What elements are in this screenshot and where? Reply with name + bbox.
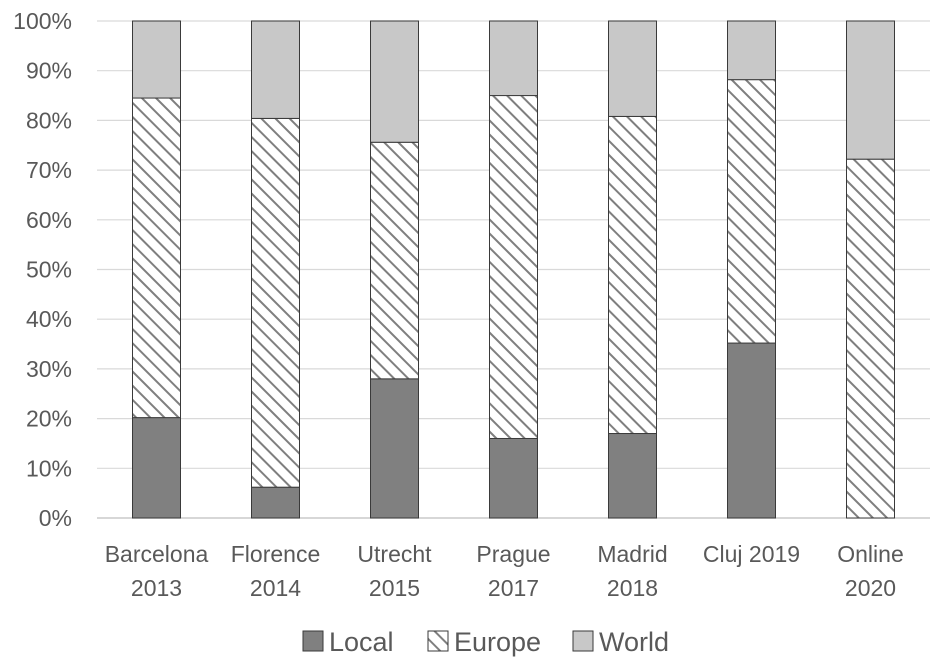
bar-segment-europe-5 [727, 79, 776, 344]
x-axis: Barcelona 2013 Florence 2014 Utrecht 2015 Prag… [105, 541, 904, 601]
legend-swatch-local [302, 630, 324, 652]
y-tick-label: 80% [26, 107, 72, 133]
x-tick-label: Cluj 2019 [703, 541, 800, 567]
bar-segment-europe-2 [370, 141, 419, 380]
x-tick-label: Utrecht [357, 541, 432, 567]
bar-segment-europe-3 [489, 95, 538, 439]
bar-segment-world-4 [608, 20, 657, 117]
y-tick-label: 40% [26, 306, 72, 332]
y-tick-label: 60% [26, 207, 72, 233]
bars [132, 20, 895, 519]
legend-label-local: Local [329, 627, 394, 657]
bar-segment-local-5 [727, 342, 776, 519]
bar-segment-local-2 [370, 378, 419, 519]
bar-segment-europe-6 [846, 158, 895, 519]
y-tick-label: 70% [26, 157, 72, 183]
bar-segment-europe-0 [132, 97, 181, 419]
bar-segment-europe-4 [608, 115, 657, 435]
x-tick-label: 2014 [250, 575, 301, 601]
bar-segment-local-3 [489, 437, 538, 519]
x-tick-label: Madrid [597, 541, 667, 567]
y-tick-label: 50% [26, 257, 72, 283]
legend-label-europe: Europe [454, 627, 541, 657]
y-tick-label: 0% [39, 505, 72, 531]
y-tick-label: 20% [26, 406, 72, 432]
x-tick-label: Barcelona [105, 541, 209, 567]
bar-segment-local-0 [132, 417, 181, 519]
x-tick-label: 2013 [131, 575, 182, 601]
bar-segment-local-4 [608, 433, 657, 519]
legend-swatch-europe [427, 630, 449, 652]
x-tick-label: 2017 [488, 575, 539, 601]
y-tick-label: 100% [13, 8, 72, 34]
x-tick-label: 2015 [369, 575, 420, 601]
bar-segment-europe-1 [251, 117, 300, 488]
y-axis: 0% 10% 20% 30% 40% 50% 60% 70% 80% 90% 100% [13, 8, 72, 531]
bar-segment-world-5 [727, 20, 776, 81]
x-tick-label: Online [837, 541, 903, 567]
x-tick-label: Florence [231, 541, 320, 567]
bar-segment-world-1 [251, 20, 300, 119]
bar-segment-local-1 [251, 486, 300, 519]
legend-swatch-world [572, 630, 594, 652]
x-tick-label: Prague [476, 541, 550, 567]
bar-segment-world-6 [846, 20, 895, 160]
bar-segment-world-0 [132, 20, 181, 99]
bar-segment-world-2 [370, 20, 419, 143]
bar-segment-world-3 [489, 20, 538, 97]
y-tick-label: 90% [26, 58, 72, 84]
legend: Local Europe World [302, 627, 669, 657]
y-tick-label: 10% [26, 455, 72, 481]
legend-label-world: World [599, 627, 669, 657]
y-tick-label: 30% [26, 356, 72, 382]
x-tick-label: 2018 [607, 575, 658, 601]
x-tick-label: 2020 [845, 575, 896, 601]
